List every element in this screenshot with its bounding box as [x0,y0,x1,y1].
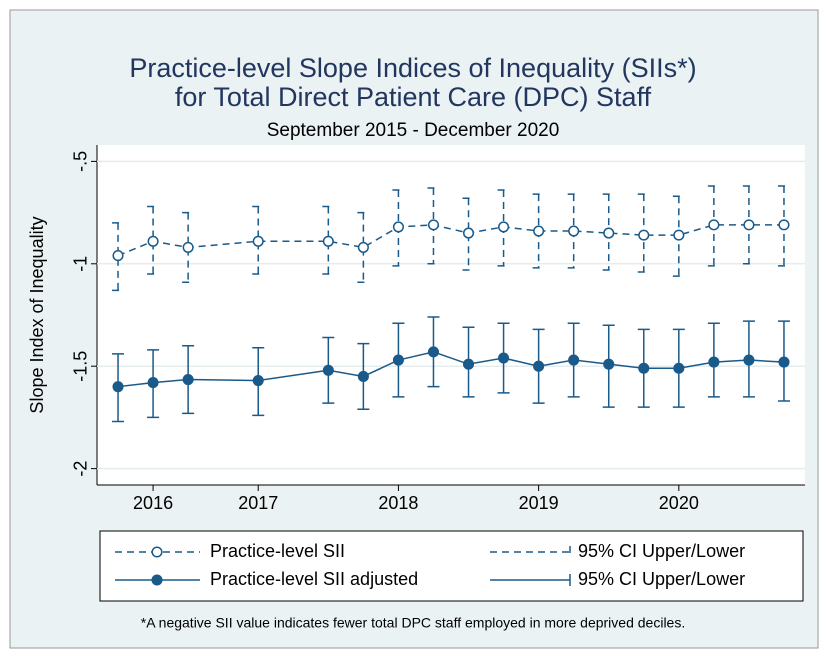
marker [357,370,369,382]
x-tick-label: 2017 [238,493,278,513]
x-tick-label: 2019 [519,493,559,513]
marker [322,364,334,376]
marker [252,235,264,247]
chart-title: Practice-level Slope Indices of Inequali… [129,53,696,83]
marker [252,374,264,387]
marker [147,235,159,247]
legend-ci [490,546,571,558]
marker [392,354,404,366]
error-bar [112,222,125,292]
footnote: *A negative SII value indicates fewer to… [141,615,685,631]
marker [673,362,685,374]
series-line [117,351,785,388]
error-bar [147,205,160,275]
error-bar [252,205,265,275]
marker [112,250,124,262]
marker [533,225,545,237]
marker [568,354,580,366]
marker [392,221,404,233]
marker [462,358,475,370]
error-bar [462,197,475,271]
marker [743,354,755,366]
marker [603,227,615,239]
marker [778,356,790,368]
legend-label: 95% CI Upper/Lower [578,569,745,589]
marker [427,346,440,358]
legend-marker [151,574,163,586]
marker [638,362,650,374]
y-tick-label: -2 [71,461,91,477]
marker [357,241,369,253]
marker [568,225,580,237]
y-tick-label: -1 [71,256,91,272]
plot-area [97,145,805,485]
y-tick-label: -.5 [71,151,91,172]
legend-marker [151,546,163,558]
marker [673,229,685,241]
marker [708,219,720,231]
marker [322,235,334,247]
series-line [117,224,784,257]
marker [147,377,159,389]
marker [498,221,510,233]
chart-subtitle: September 2015 - December 2020 [267,120,560,141]
x-tick-label: 2016 [133,493,173,513]
legend-label: Practice-level SII adjusted [210,569,418,589]
marker [603,358,615,370]
x-tick-label: 2018 [378,493,418,513]
error-bar [182,211,195,283]
marker [182,373,194,386]
marker [427,219,440,231]
marker [182,241,194,253]
marker [112,381,124,393]
marker [743,219,755,231]
marker [498,352,510,364]
legend-label: Practice-level SII [210,541,345,561]
legend [99,530,804,602]
legend-label: 95% CI Upper/Lower [578,541,745,561]
marker [462,227,475,239]
legend-ci [490,574,571,586]
y-axis-title: Slope Index of Inequality [27,216,47,413]
chart-title: for Total Direct Patient Care (DPC) Staf… [175,82,652,112]
marker [533,360,545,372]
y-tick-label: -1.5 [71,351,91,382]
marker [638,229,650,241]
error-bar [357,211,370,283]
marker [708,356,720,368]
x-tick-label: 2020 [659,493,699,513]
marker [778,219,790,231]
error-bar [322,205,335,275]
